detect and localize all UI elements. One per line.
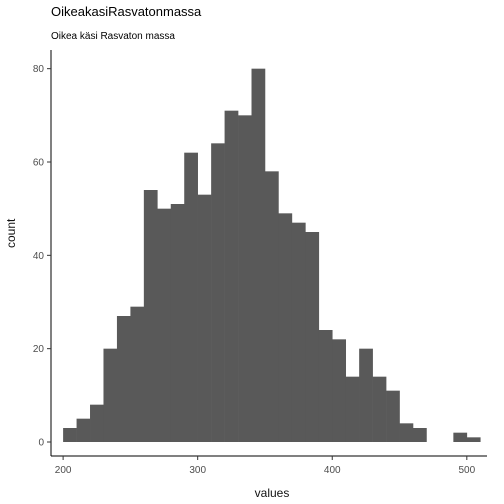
x-tick-label-500: 500 (458, 465, 475, 476)
histogram-bar-380 (305, 232, 320, 442)
y-tick-label-60: 60 (33, 158, 45, 169)
x-tick-label-400: 400 (324, 465, 341, 476)
histogram-bar-270 (157, 208, 172, 442)
histogram-bar-400 (332, 339, 347, 442)
histogram-bar-300 (197, 194, 212, 442)
histogram-bar-320 (224, 110, 239, 443)
x-tick-label-300: 300 (189, 465, 206, 476)
histogram-bar-220 (90, 404, 104, 442)
chart-title: OikeakasiRasvatonmassa (51, 4, 202, 19)
histogram-bar-240 (116, 316, 131, 442)
histogram-bar-210 (76, 418, 91, 442)
histogram-bar-250 (130, 306, 145, 442)
histogram-bar-500 (466, 437, 481, 442)
y-tick-label-80: 80 (33, 64, 45, 75)
histogram-bar-260 (143, 190, 158, 442)
histogram-bar-440 (386, 390, 400, 442)
histogram-bar-290 (184, 152, 198, 443)
histogram-bar-350 (264, 171, 279, 442)
y-tick-label-20: 20 (33, 344, 45, 355)
axes-group: 0 20 40 60 80 200 300 400 500 (33, 50, 487, 476)
histogram-bar-490 (453, 432, 468, 442)
histogram-bar-340 (251, 68, 266, 443)
histogram-bar-310 (211, 143, 225, 442)
x-axis-label-wrapper: values (0, 486, 504, 500)
histogram-bar-450 (399, 423, 414, 442)
histogram-bar-360 (278, 213, 293, 442)
histogram-bar-330 (238, 115, 252, 442)
histogram-bar-420 (359, 348, 373, 442)
histogram-bar-430 (372, 376, 387, 442)
histogram-bar-390 (318, 330, 333, 442)
histogram-bar-370 (291, 222, 306, 442)
bars-group (63, 68, 481, 443)
chart-subtitle: Oikea käsi Rasvaton massa (51, 31, 175, 42)
histogram-bar-280 (170, 204, 185, 442)
histogram-bar-410 (345, 376, 360, 442)
x-axis-label: values (254, 486, 290, 500)
histogram-bar-460 (412, 428, 427, 442)
histogram-bar-230 (103, 348, 118, 442)
histogram-bar-200 (63, 428, 77, 442)
x-tick-label-200: 200 (55, 465, 72, 476)
y-tick-label-40: 40 (33, 251, 45, 262)
y-tick-label-0: 0 (38, 438, 44, 449)
